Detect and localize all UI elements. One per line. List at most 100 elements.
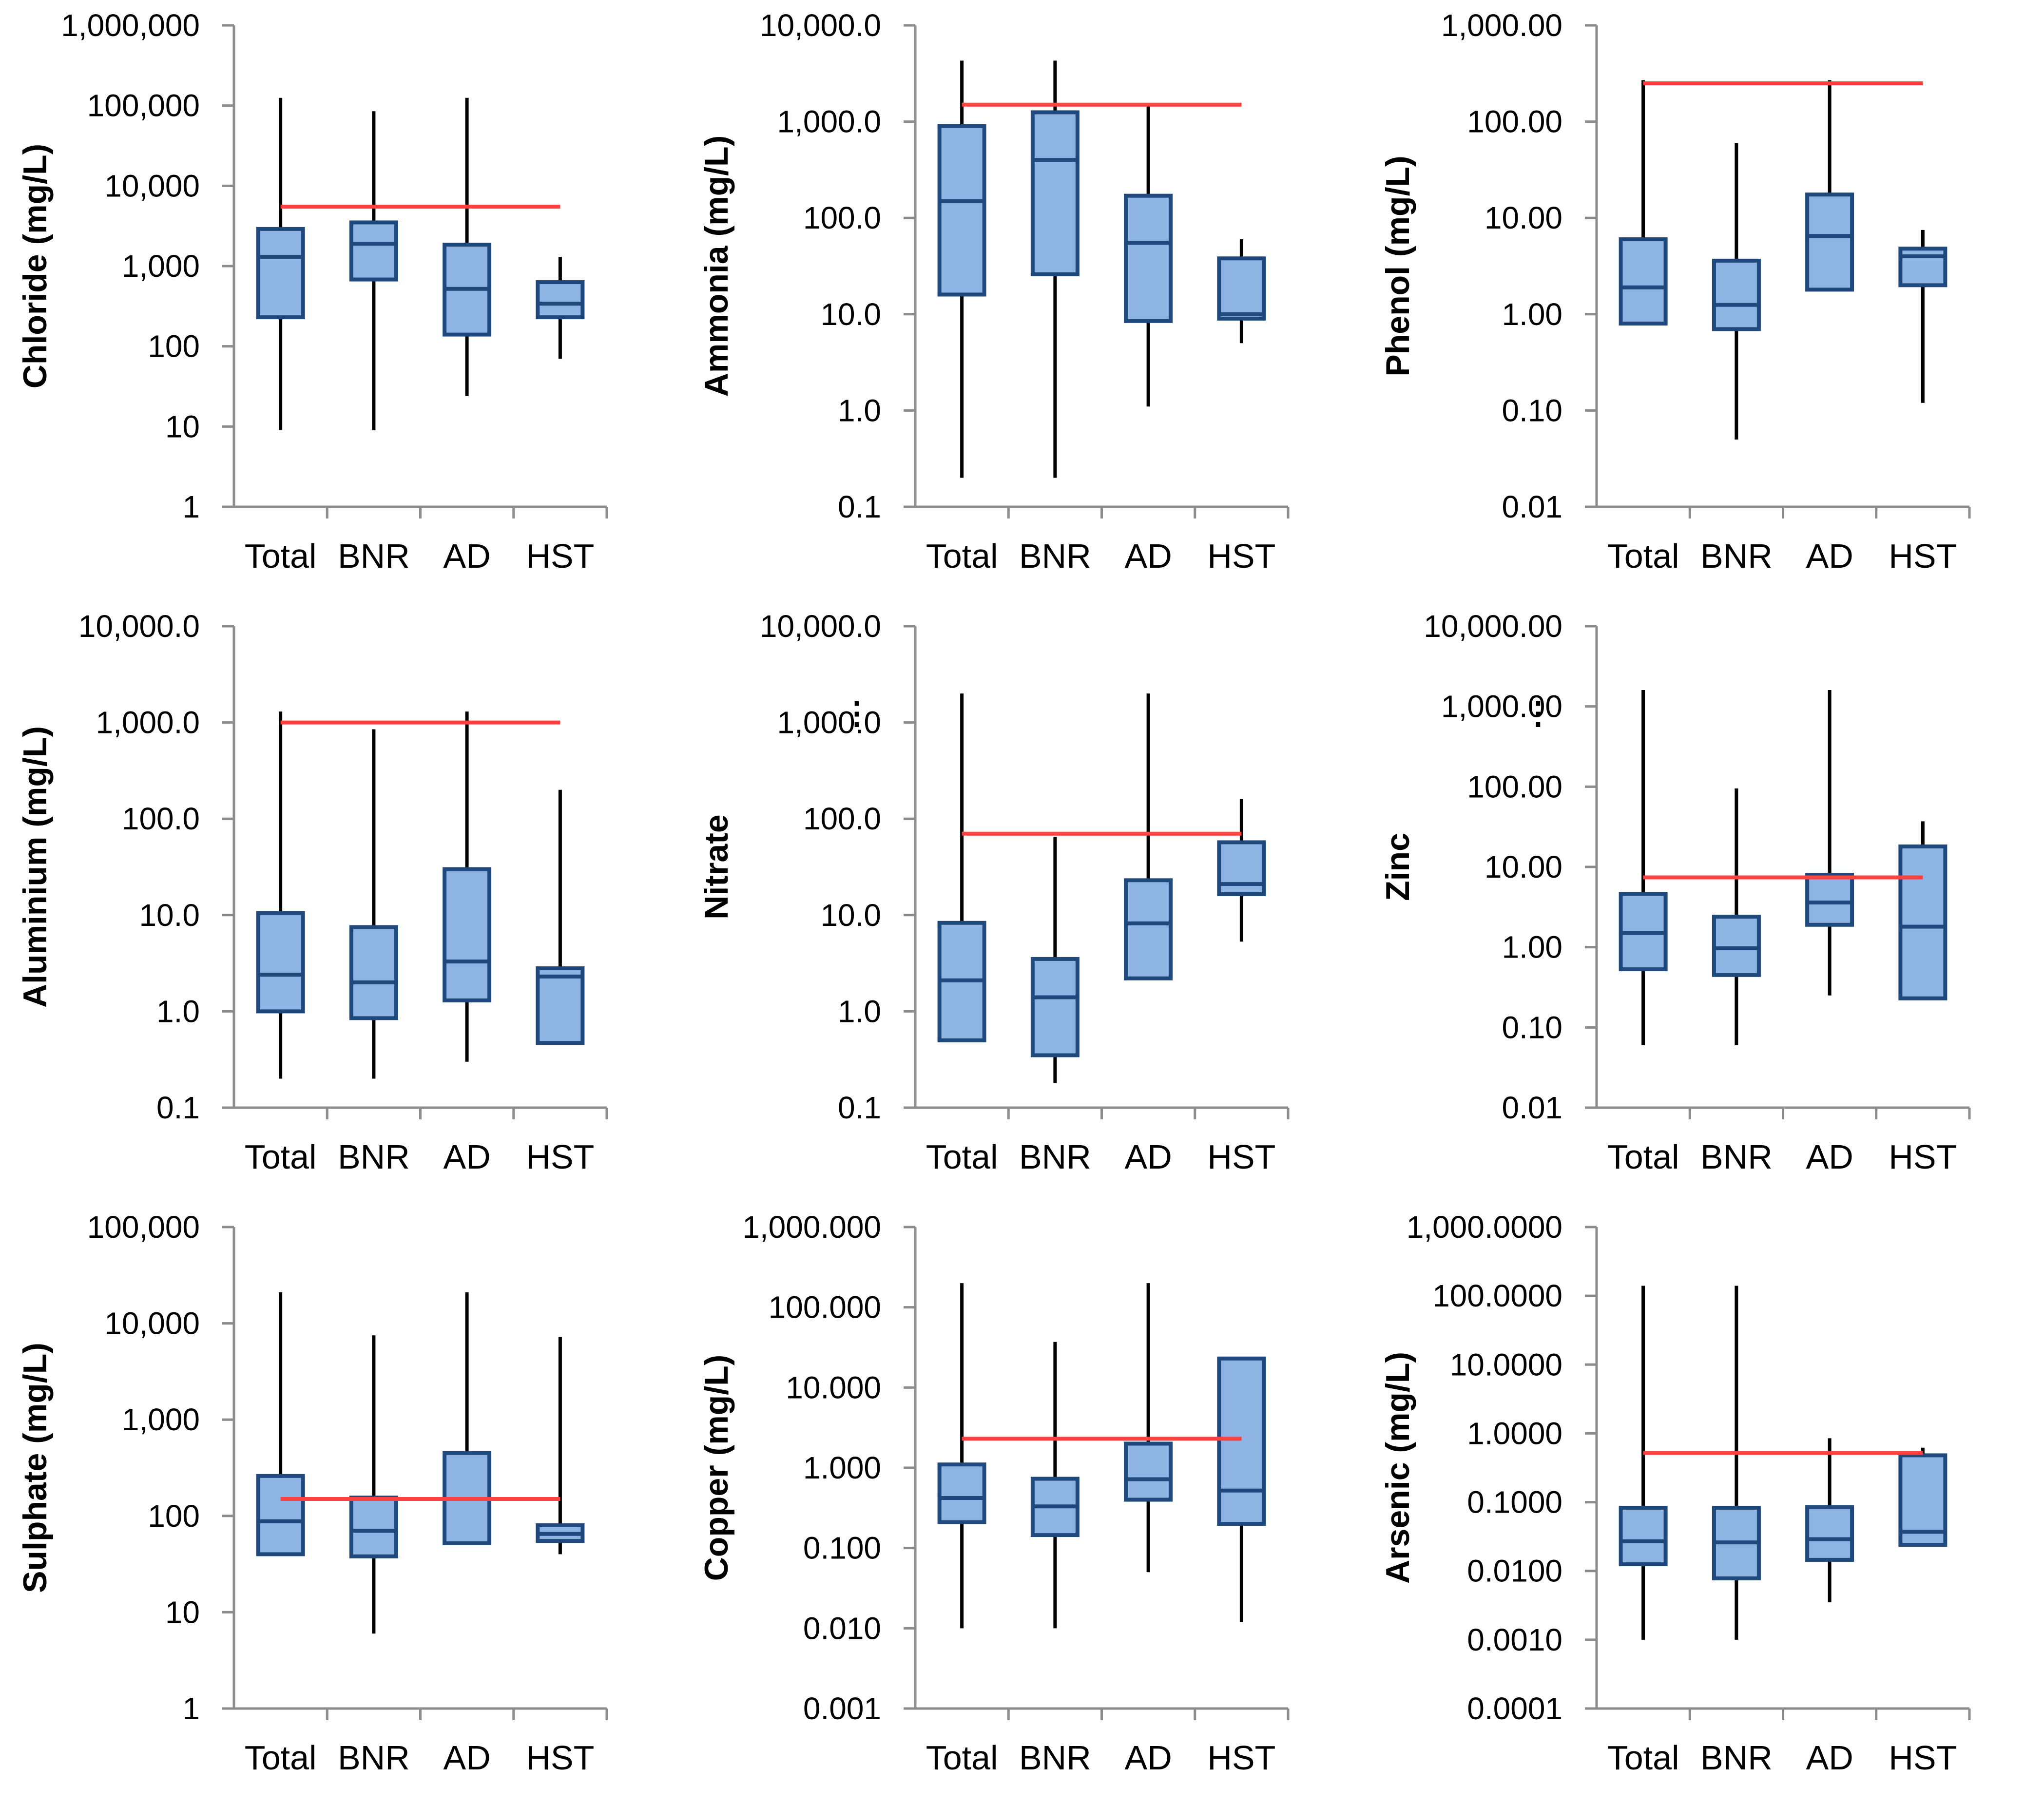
- x-tick-label: BNR: [1019, 1739, 1091, 1777]
- box-total: [1619, 690, 1668, 1045]
- y-tick-label: 100.000: [769, 1290, 881, 1325]
- x-tick-label: BNR: [1700, 537, 1773, 575]
- x-tick-label: AD: [444, 537, 491, 575]
- box-ad: [1124, 693, 1173, 980]
- chart-svg: 0.1 1.0 10.0 100.0 1,000.0 10,000.0 Total BNR AD…: [17, 609, 608, 1176]
- iqr-box: [1030, 110, 1080, 276]
- y-tick-label: 100,000: [87, 88, 200, 123]
- y-tick-label: 100.00: [1467, 769, 1562, 804]
- iqr-box: [536, 280, 585, 320]
- chart-svg: 0.001 0.010 0.100 1.000 10.000 100.000 1,000.0…: [698, 1210, 1290, 1777]
- iqr-box: [349, 1496, 398, 1558]
- x-tick-label: AD: [1125, 1138, 1172, 1176]
- box-total: [1619, 80, 1668, 326]
- y-tick-label: 10,000.0: [760, 8, 881, 43]
- chart-arsenic: 0.0001 0.0010 0.0100 0.1000 1.0000 10.0000 100…: [1363, 1202, 2044, 1803]
- chart-svg: 1 10 100 1,000 10,000 100,000 Total BNR AD HST Sul…: [17, 1210, 608, 1777]
- box-ad: [443, 1292, 492, 1545]
- iqr-box: [937, 1462, 986, 1524]
- iqr-box: [256, 227, 305, 320]
- y-tick-label: 0.0001: [1467, 1691, 1562, 1726]
- x-tick-label: AD: [1806, 1138, 1853, 1176]
- iqr-box: [1619, 1505, 1668, 1567]
- y-tick-label: 10.0: [139, 898, 200, 933]
- y-tick-label: 1,000.0: [777, 104, 881, 139]
- y-tick-label: 1.000: [803, 1450, 881, 1485]
- y-tick-label: 100: [148, 329, 200, 364]
- y-tick-label: 1,000.0: [96, 705, 200, 740]
- y-tick-label: 0.01: [1502, 1090, 1562, 1125]
- y-axis-title: Arsenic (mg/L): [1379, 1352, 1416, 1584]
- iqr-box: [1898, 247, 1948, 288]
- iqr-box: [256, 911, 305, 1014]
- y-tick-label: 10.0: [820, 297, 881, 332]
- y-tick-label: 10,000.0: [760, 609, 881, 644]
- y-tick-label: 100,000: [87, 1210, 200, 1245]
- x-tick-label: HST: [526, 1138, 594, 1176]
- box-total: [256, 711, 305, 1079]
- chart-svg: 0.1 1.0 10.0 100.0 1,000.0 10,000.0 Total BNR AD…: [698, 609, 1290, 1176]
- chart-zinc: 0.01 0.10 1.00 10.00 100.00 1,000.00 10,000.00…: [1363, 601, 2044, 1202]
- y-tick-label: 100.0: [803, 801, 881, 836]
- x-tick-label: HST: [1207, 537, 1275, 575]
- y-tick-label: 0.0100: [1467, 1554, 1562, 1589]
- x-tick-label: BNR: [1019, 1138, 1091, 1176]
- box-hst: [1898, 1447, 1948, 1547]
- x-tick-label: Total: [1607, 1739, 1679, 1777]
- iqr-box: [1805, 1505, 1854, 1562]
- box-bnr: [1030, 60, 1080, 478]
- y-tick-label: 1,000,000: [61, 8, 200, 43]
- chart-nitrate: 0.1 1.0 10.0 100.0 1,000.0 10,000.0 Total BNR AD…: [681, 601, 1363, 1202]
- y-tick-label: 10,000.0: [78, 609, 200, 644]
- x-tick-label: HST: [1889, 1739, 1957, 1777]
- x-tick-label: Total: [1607, 537, 1679, 575]
- y-tick-label: 1,000: [122, 249, 200, 284]
- iqr-box: [1712, 915, 1761, 977]
- x-tick-label: AD: [1806, 1739, 1853, 1777]
- y-axis-title: Chloride (mg/L): [17, 144, 54, 388]
- iqr-box: [1898, 844, 1948, 1000]
- y-tick-label: 10: [165, 1594, 200, 1630]
- box-ad: [443, 97, 492, 396]
- x-tick-label: BNR: [1700, 1739, 1773, 1777]
- box-bnr: [1030, 1342, 1080, 1629]
- y-tick-label: 1.00: [1502, 297, 1562, 332]
- y-tick-label: 10.0000: [1450, 1347, 1562, 1382]
- y-tick-label: 10.00: [1485, 200, 1562, 235]
- y-tick-label: 10,000: [104, 168, 200, 203]
- x-tick-label: AD: [444, 1138, 491, 1176]
- y-tick-label: 100.0: [803, 200, 881, 235]
- x-tick-label: HST: [1207, 1739, 1275, 1777]
- x-tick-label: AD: [1125, 537, 1172, 575]
- x-tick-label: Total: [1607, 1138, 1679, 1176]
- y-axis-title: Zinc: [1379, 833, 1416, 901]
- y-tick-label: 0.01: [1502, 489, 1562, 524]
- y-tick-label: 100: [148, 1498, 200, 1534]
- chart-svg: 0.01 0.10 1.00 10.00 100.00 1,000.00 Total BNR A…: [1379, 8, 1971, 575]
- y-tick-label: 1.00: [1502, 930, 1562, 965]
- y-tick-label: 1: [182, 1691, 200, 1726]
- iqr-box: [1124, 193, 1173, 323]
- iqr-box: [1217, 1356, 1266, 1526]
- x-tick-label: HST: [1889, 1138, 1957, 1176]
- box-hst: [1898, 821, 1948, 1000]
- box-hst: [536, 257, 585, 359]
- chart-copper: 0.001 0.010 0.100 1.000 10.000 100.000 1,000.0…: [681, 1202, 1363, 1803]
- y-axis-title: Nitrate: [698, 814, 735, 919]
- x-tick-label: HST: [526, 537, 594, 575]
- box-bnr: [349, 1335, 398, 1634]
- iqr-box: [1124, 878, 1173, 980]
- chart-chloride: 1 10 100 1,000 10,000 100,000 1,000,000 Total BN…: [0, 0, 681, 601]
- iqr-box: [536, 966, 585, 1045]
- x-tick-label: Total: [245, 1739, 317, 1777]
- iqr-box: [1712, 258, 1761, 331]
- y-tick-label: 0.1: [838, 1090, 881, 1125]
- y-tick-label: 1,000.00: [1441, 8, 1562, 43]
- box-bnr: [349, 111, 398, 430]
- box-bnr: [1712, 143, 1761, 440]
- x-tick-label: HST: [526, 1739, 594, 1777]
- x-tick-label: BNR: [338, 1739, 410, 1777]
- x-tick-label: Total: [245, 537, 317, 575]
- y-tick-label: 1.0000: [1467, 1416, 1562, 1451]
- chart-svg: 0.1 1.0 10.0 100.0 1,000.0 10,000.0 Total BNR AD…: [698, 8, 1290, 575]
